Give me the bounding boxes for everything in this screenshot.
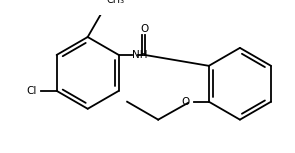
- Text: O: O: [181, 97, 189, 107]
- Text: O: O: [141, 24, 149, 34]
- Text: Cl: Cl: [27, 86, 37, 96]
- Text: CH₃: CH₃: [107, 0, 125, 5]
- Text: NH: NH: [132, 50, 148, 60]
